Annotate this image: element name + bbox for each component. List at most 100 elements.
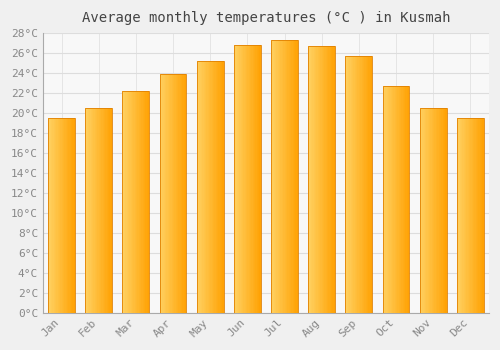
Bar (426, 108, 428, 313)
Bar (422, 108, 424, 313)
Bar (428, 108, 429, 313)
Bar (184, 74, 185, 313)
Bar (216, 61, 217, 313)
Bar (328, 46, 330, 313)
Bar (464, 118, 465, 313)
Bar (202, 61, 203, 313)
Bar (283, 40, 284, 313)
Bar (359, 56, 360, 313)
Bar (279, 40, 280, 313)
Bar (102, 108, 104, 313)
Bar (185, 74, 186, 313)
Bar (392, 86, 394, 313)
Bar (384, 86, 386, 313)
Bar (222, 61, 224, 313)
Bar (433, 108, 434, 313)
Bar (291, 40, 292, 313)
Bar (316, 46, 318, 313)
Bar (370, 56, 371, 313)
Bar (468, 118, 469, 313)
Bar (98, 108, 100, 313)
Bar (221, 61, 222, 313)
Bar (274, 40, 275, 313)
Bar (346, 56, 347, 313)
Bar (204, 61, 205, 313)
Bar (396, 86, 398, 313)
Bar (92, 108, 94, 313)
Bar (140, 91, 141, 313)
Bar (242, 45, 244, 313)
Bar (88, 108, 90, 313)
Bar (315, 46, 316, 313)
Bar (350, 56, 351, 313)
Bar (351, 56, 352, 313)
Bar (320, 46, 322, 313)
Bar (138, 91, 140, 313)
Bar (272, 40, 274, 313)
Bar (445, 108, 446, 313)
Bar (240, 45, 242, 313)
Bar (56, 118, 58, 313)
Bar (212, 61, 213, 313)
Bar (465, 118, 466, 313)
Bar (197, 61, 224, 313)
Bar (90, 108, 92, 313)
Bar (66, 118, 67, 313)
Bar (319, 46, 320, 313)
Bar (106, 108, 108, 313)
Bar (295, 40, 296, 313)
Bar (234, 45, 235, 313)
Bar (296, 40, 298, 313)
Bar (441, 108, 442, 313)
Bar (248, 45, 250, 313)
Bar (254, 45, 256, 313)
Bar (323, 46, 324, 313)
Bar (314, 46, 315, 313)
Bar (388, 86, 390, 313)
Bar (462, 118, 464, 313)
Bar (346, 56, 372, 313)
Bar (94, 108, 96, 313)
Bar (292, 40, 294, 313)
Bar (252, 45, 254, 313)
Bar (136, 91, 137, 313)
Bar (70, 118, 71, 313)
Bar (358, 56, 359, 313)
Bar (347, 56, 348, 313)
Bar (51, 118, 52, 313)
Bar (213, 61, 214, 313)
Bar (54, 118, 55, 313)
Bar (368, 56, 370, 313)
Bar (132, 91, 133, 313)
Bar (60, 118, 62, 313)
Bar (356, 56, 358, 313)
Bar (437, 108, 438, 313)
Bar (436, 108, 437, 313)
Bar (363, 56, 364, 313)
Bar (126, 91, 128, 313)
Bar (71, 118, 72, 313)
Bar (390, 86, 392, 313)
Bar (444, 108, 445, 313)
Bar (145, 91, 146, 313)
Bar (122, 91, 149, 313)
Bar (469, 118, 470, 313)
Bar (364, 56, 366, 313)
Bar (457, 118, 483, 313)
Bar (64, 118, 66, 313)
Bar (308, 46, 335, 313)
Bar (162, 74, 164, 313)
Bar (326, 46, 327, 313)
Bar (128, 91, 129, 313)
Bar (404, 86, 406, 313)
Bar (382, 86, 409, 313)
Bar (124, 91, 125, 313)
Bar (208, 61, 209, 313)
Bar (218, 61, 220, 313)
Bar (430, 108, 432, 313)
Bar (398, 86, 400, 313)
Bar (406, 86, 408, 313)
Bar (165, 74, 166, 313)
Bar (52, 118, 54, 313)
Bar (355, 56, 356, 313)
